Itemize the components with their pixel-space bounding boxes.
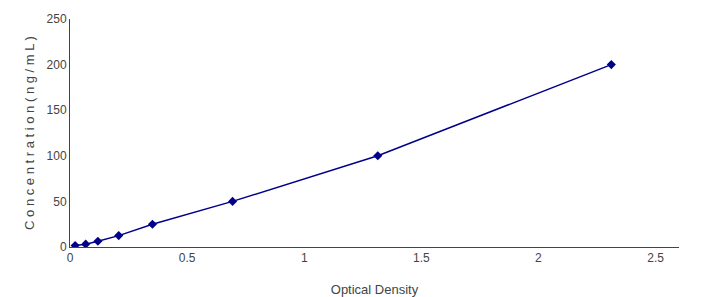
svg-text:150: 150 bbox=[47, 103, 67, 117]
svg-text:50: 50 bbox=[53, 195, 67, 209]
svg-text:200: 200 bbox=[47, 58, 67, 72]
svg-text:0: 0 bbox=[67, 251, 74, 265]
svg-text:0.5: 0.5 bbox=[179, 251, 196, 265]
svg-text:1.5: 1.5 bbox=[413, 251, 430, 265]
svg-text:250: 250 bbox=[47, 12, 67, 26]
svg-text:0: 0 bbox=[60, 240, 67, 254]
svg-text:C o n c e n t r a t i o n ( n: C o n c e n t r a t i o n ( n g / m L ) bbox=[22, 36, 37, 230]
svg-text:1: 1 bbox=[301, 251, 308, 265]
svg-text:100: 100 bbox=[47, 149, 67, 163]
svg-text:2.5: 2.5 bbox=[647, 251, 664, 265]
svg-text:Optical Density: Optical Density bbox=[331, 282, 419, 297]
svg-text:2: 2 bbox=[535, 251, 542, 265]
